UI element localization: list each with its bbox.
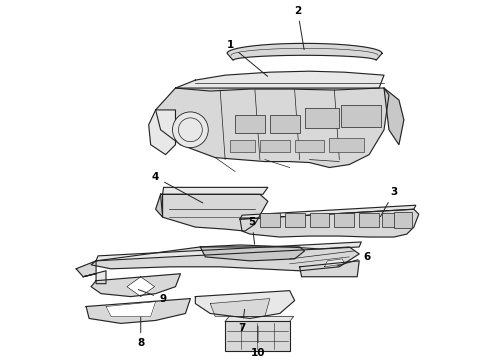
Bar <box>285 213 305 227</box>
Polygon shape <box>156 88 389 167</box>
Text: 7: 7 <box>238 309 245 333</box>
Circle shape <box>172 112 208 148</box>
Bar <box>294 140 324 152</box>
Bar <box>270 115 299 133</box>
Text: 4: 4 <box>152 172 203 203</box>
Bar <box>260 140 290 152</box>
Bar <box>394 212 412 228</box>
Text: 8: 8 <box>137 317 145 348</box>
Bar <box>260 213 280 227</box>
Polygon shape <box>86 298 191 323</box>
Polygon shape <box>148 110 175 154</box>
Text: 1: 1 <box>226 40 268 76</box>
Polygon shape <box>163 187 268 194</box>
Polygon shape <box>227 44 382 60</box>
Polygon shape <box>106 302 156 316</box>
Polygon shape <box>299 261 359 277</box>
Bar <box>334 213 354 227</box>
Polygon shape <box>240 205 416 219</box>
Polygon shape <box>210 298 270 316</box>
Polygon shape <box>240 209 419 237</box>
Text: 2: 2 <box>294 6 304 50</box>
Polygon shape <box>161 194 268 231</box>
Polygon shape <box>196 291 294 319</box>
Text: 6: 6 <box>337 252 371 266</box>
Bar <box>310 213 329 227</box>
Bar <box>329 138 364 152</box>
Polygon shape <box>156 194 163 217</box>
Bar <box>305 108 340 128</box>
Polygon shape <box>76 261 96 277</box>
Polygon shape <box>83 271 106 284</box>
Polygon shape <box>96 242 361 261</box>
Polygon shape <box>91 245 359 271</box>
Bar <box>342 105 381 127</box>
Polygon shape <box>175 71 384 91</box>
Text: 9: 9 <box>138 289 166 303</box>
Polygon shape <box>384 88 404 145</box>
Polygon shape <box>91 274 180 297</box>
Polygon shape <box>127 277 155 297</box>
Bar <box>230 140 255 152</box>
Polygon shape <box>200 247 305 261</box>
Bar <box>359 213 379 227</box>
Polygon shape <box>324 259 344 267</box>
Text: 5: 5 <box>248 217 256 244</box>
Text: 3: 3 <box>380 187 397 217</box>
Text: 10: 10 <box>251 326 265 358</box>
Bar <box>225 321 290 351</box>
Bar <box>235 115 265 133</box>
Bar <box>382 213 402 227</box>
Polygon shape <box>225 316 294 321</box>
